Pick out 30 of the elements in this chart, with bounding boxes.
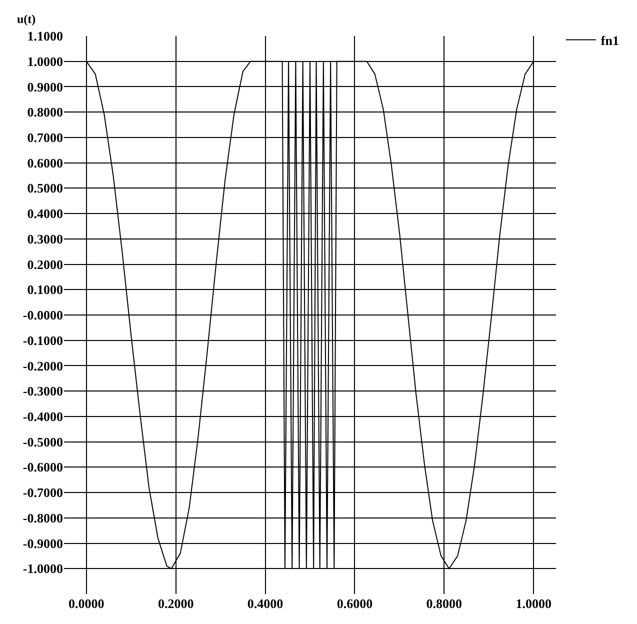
- x-tick-label: 0.8000: [426, 596, 462, 611]
- x-tick-label: 1.0000: [516, 596, 552, 611]
- x-tick-label: 0.0000: [68, 596, 104, 611]
- y-tick-label: -0.4000: [22, 409, 63, 424]
- y-tick-label: -0.6000: [22, 460, 63, 475]
- y-tick-label: 0.4000: [27, 206, 63, 222]
- y-tick-label: 1.1000: [27, 28, 63, 44]
- y-tick-label: -1.0000: [22, 561, 63, 576]
- y-tick-label: -0.7000: [22, 485, 63, 500]
- y-tick-label: 0.5000: [27, 180, 63, 196]
- y-tick-label: 0.8000: [27, 104, 63, 120]
- y-tick-label: 0.6000: [27, 155, 63, 170]
- y-tick-label: 0.3000: [27, 231, 63, 246]
- x-tick-label: 0.4000: [247, 596, 284, 611]
- legend-label: fn1: [600, 32, 619, 48]
- y-tick-label: 1.0000: [27, 54, 63, 69]
- y-tick-label: -0.9000: [22, 536, 63, 551]
- y-tick-label: -0.1000: [22, 332, 63, 348]
- y-tick-label: -0.8000: [22, 510, 63, 526]
- y-tick-label: 0.9000: [27, 79, 63, 94]
- y-tick-label: 0.2000: [27, 256, 63, 272]
- y-tick-label: -0.0000: [22, 308, 63, 323]
- y-tick-label: -0.2000: [22, 358, 63, 374]
- y-tick-label: 0.7000: [27, 130, 63, 145]
- y-tick-label: -0.5000: [22, 434, 63, 450]
- y-tick-label: -0.3000: [22, 384, 63, 399]
- x-tick-label: 0.6000: [336, 596, 373, 611]
- x-tick-label: 0.2000: [158, 596, 194, 611]
- y-axis-title: u(t): [17, 12, 36, 26]
- y-tick-label: 0.1000: [27, 282, 63, 298]
